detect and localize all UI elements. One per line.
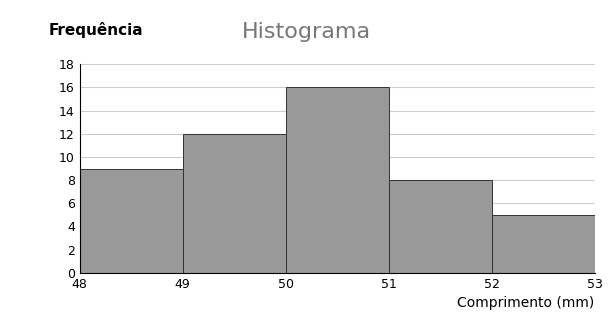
Bar — [286, 87, 389, 273]
Bar — [80, 169, 183, 273]
Bar — [492, 215, 595, 273]
Text: Frequência: Frequência — [49, 22, 143, 39]
X-axis label: Comprimento (mm): Comprimento (mm) — [457, 296, 595, 310]
Bar — [389, 180, 492, 273]
Text: Histograma: Histograma — [242, 22, 371, 42]
Bar — [183, 134, 286, 273]
